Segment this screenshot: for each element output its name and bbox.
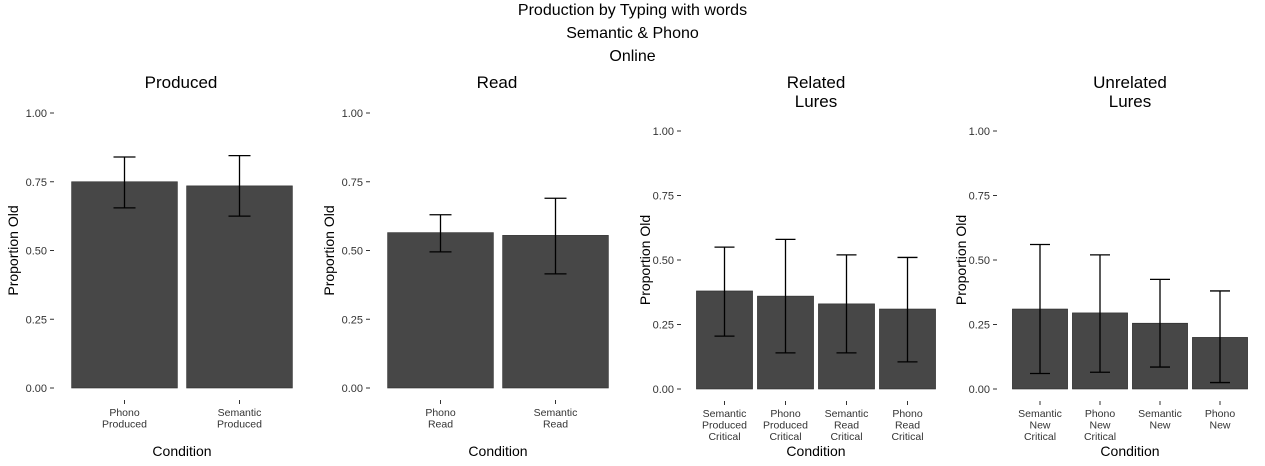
x-tick-label: Phono Read — [425, 407, 456, 431]
y-tick-label: 0.00 — [653, 384, 674, 396]
y-tick-label: 0.75 — [653, 191, 674, 203]
panel-title: Read — [477, 73, 518, 92]
y-tick-label: 0.50 — [969, 255, 990, 267]
panel-title: Lures — [795, 92, 838, 111]
y-tick-label: 0.50 — [26, 246, 47, 258]
y-tick-label: 1.00 — [969, 126, 990, 138]
bar — [71, 181, 178, 389]
y-tick-label: 0.25 — [26, 314, 47, 326]
x-tick-label: Phono Produced Critical — [763, 408, 808, 443]
y-tick-label: 0.00 — [342, 383, 363, 395]
x-tick-label: Phono New Critical — [1084, 408, 1116, 443]
panel-title: Produced — [145, 73, 218, 92]
figure-title-line-3: Online — [609, 48, 656, 65]
x-axis-label: Condition — [1100, 443, 1159, 459]
y-tick-label: 0.75 — [342, 177, 363, 189]
figure-title-line-2: Semantic & Phono — [566, 25, 699, 42]
x-tick-label: Phono Produced — [102, 407, 147, 431]
y-axis-label: Proportion Old — [637, 215, 653, 305]
y-tick-label: 1.00 — [26, 108, 47, 120]
y-tick-label: 0.75 — [26, 177, 47, 189]
y-tick-label: 1.00 — [342, 108, 363, 120]
x-axis-label: Condition — [786, 443, 845, 459]
y-tick-label: 0.25 — [969, 320, 990, 332]
x-tick-label: Semantic Produced Critical — [702, 408, 747, 443]
x-tick-label: Semantic Read Critical — [825, 408, 869, 443]
panel-title: Lures — [1109, 92, 1152, 111]
y-axis-label: Proportion Old — [321, 205, 337, 295]
bar — [186, 185, 293, 389]
x-axis-label: Condition — [468, 443, 527, 459]
bar — [387, 232, 494, 389]
y-tick-label: 0.50 — [342, 246, 363, 258]
x-tick-label: Semantic New — [1138, 408, 1182, 432]
y-tick-label: 1.00 — [653, 126, 674, 138]
figure-title-line-1: Production by Typing with words — [517, 2, 748, 19]
x-tick-label: Semantic Produced — [217, 407, 262, 431]
y-axis-label: Proportion Old — [5, 205, 21, 295]
x-tick-label: Semantic New Critical — [1018, 408, 1062, 443]
x-tick-label: Semantic Read — [534, 407, 578, 431]
x-axis-label: Condition — [152, 443, 211, 459]
x-tick-label: Phono New — [1205, 408, 1236, 432]
y-axis-label: Proportion Old — [953, 215, 969, 305]
y-tick-label: 0.75 — [969, 191, 990, 203]
y-tick-label: 0.00 — [26, 383, 47, 395]
y-tick-label: 0.25 — [653, 320, 674, 332]
y-tick-label: 0.00 — [969, 384, 990, 396]
panel-title: Unrelated — [1093, 73, 1167, 92]
chart-panel-2: Read 0.00 0.25 0.50 0.75 1.00 Proportion Old Ph… — [321, 73, 609, 459]
x-tick-label: Phono Read Critical — [891, 408, 923, 443]
y-tick-label: 0.50 — [653, 255, 674, 267]
panel-title: Related — [787, 73, 846, 92]
y-tick-label: 0.25 — [342, 314, 363, 326]
chart-panel-1: Produced 0.00 0.25 0.50 0.75 1.00 Proportion O… — [5, 73, 293, 459]
